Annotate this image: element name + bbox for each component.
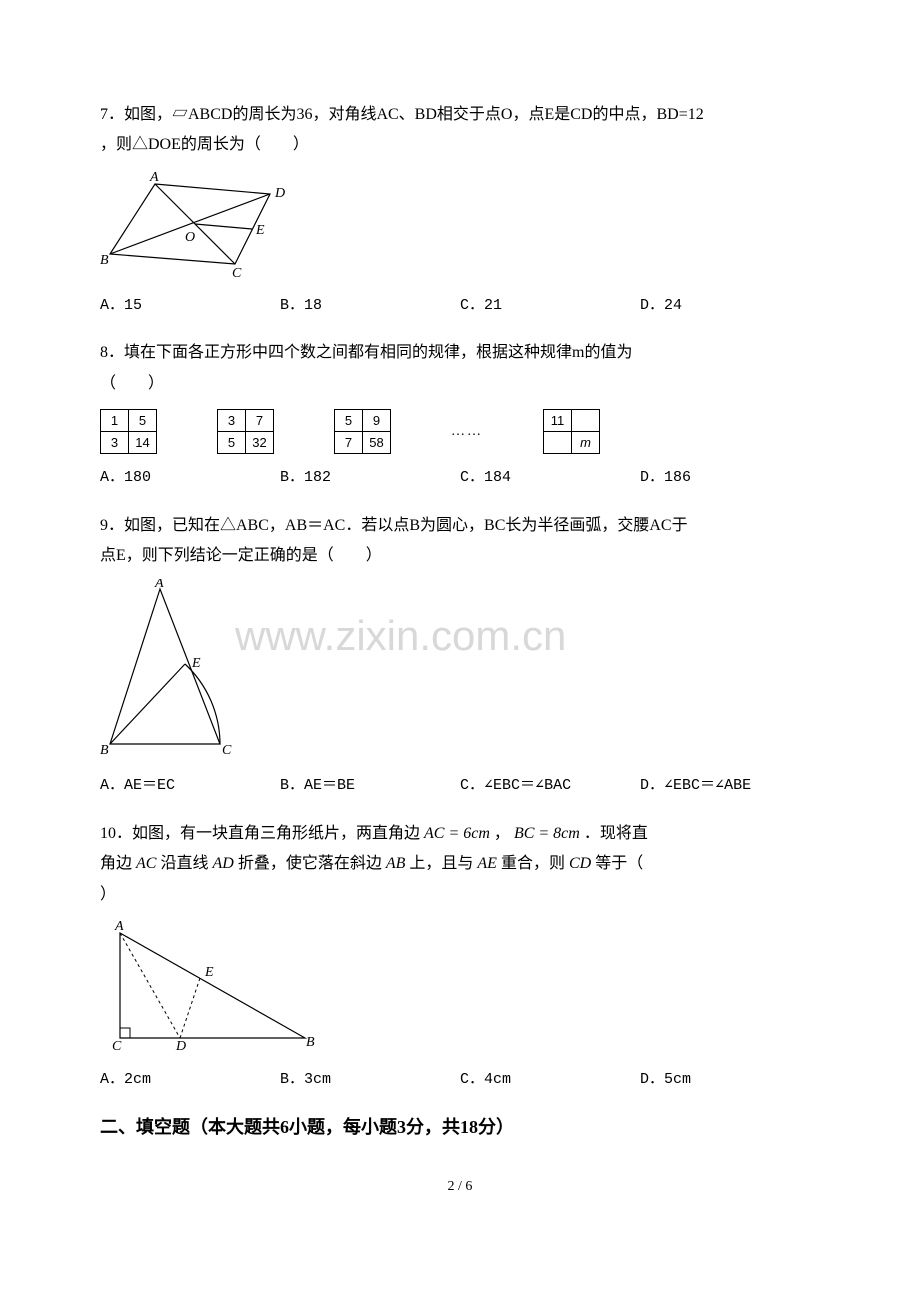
q7-opt-b: B．18 [280, 292, 460, 321]
cell: 3 [101, 432, 129, 454]
cell: 14 [129, 432, 157, 454]
t: 折叠，使它落在斜边 [234, 855, 386, 872]
q9-line2: 点E，则下列结论一定正确的是（ ） [100, 541, 820, 571]
t: 重合，则 [497, 855, 569, 872]
cell: m [572, 432, 600, 454]
q7-label-b: B [100, 253, 109, 268]
t: CD [569, 855, 591, 872]
q8-line2: （ ） [100, 369, 820, 399]
q8-opt-a: A．180 [100, 464, 280, 493]
cell: 5 [335, 410, 363, 432]
t: 10．如图，有一块直角三角形纸片，两直角边 [100, 825, 424, 842]
page-footer: 2 / 6 [100, 1179, 820, 1195]
q10-label-c: C [112, 1039, 122, 1053]
cell: 3 [218, 410, 246, 432]
cell: 32 [246, 432, 274, 454]
q8-patterns: 15314 37532 59758 …… 11m [100, 409, 820, 454]
q10-label-b: B [306, 1035, 315, 1050]
cell: 7 [335, 432, 363, 454]
q8-text1: 8．填在下面各正方形中四个数之间都有相同的规律，根据这种规律m的值为 [100, 344, 632, 361]
q7-label-e: E [255, 223, 265, 238]
t: ， [490, 825, 514, 842]
t: 等于（ [591, 855, 643, 872]
t: AC [136, 855, 156, 872]
q7-figure: A D B C O E [100, 169, 820, 284]
q9-label-a: A [154, 579, 164, 591]
q10-label-d: D [175, 1039, 186, 1053]
q7-opt-d: D．24 [640, 292, 820, 321]
q10-label-a: A [114, 919, 124, 934]
q8-box-2: 37532 [217, 409, 274, 454]
q7-line1: 7．如图，▱ABCD的周长为36，对角线AC、BD相交于点O，点E是CD的中点，… [100, 100, 820, 130]
q10-opt-c: C．4cm [460, 1066, 640, 1095]
t: 上，且与 [405, 855, 477, 872]
cell: 5 [129, 410, 157, 432]
question-8: 8．填在下面各正方形中四个数之间都有相同的规律，根据这种规律m的值为 （ ） 1… [100, 338, 820, 492]
cell: 5 [218, 432, 246, 454]
q9-options: A．AE＝EC B．AE＝BE C．∠EBC＝∠BAC D．∠EBC＝∠ABE [100, 772, 820, 801]
q9-label-b: B [100, 743, 109, 758]
q7-opt-a: A．15 [100, 292, 280, 321]
cell: 11 [544, 410, 572, 432]
q7-label-c: C [232, 266, 242, 279]
q8-opt-d: D．186 [640, 464, 820, 493]
t: 沿直线 [156, 855, 212, 872]
t: BC = 8cm [514, 825, 580, 842]
q7-line2: ，则△DOE的周长为（ ） [100, 130, 820, 160]
t: AC = 6cm [424, 825, 490, 842]
cell: 58 [363, 432, 391, 454]
q8-opt-c: C．184 [460, 464, 640, 493]
cell [572, 410, 600, 432]
q10-opt-d: D．5cm [640, 1066, 820, 1095]
q9-line1: 9．如图，已知在△ABC，AB＝AC．若以点B为圆心，BC长为半径画弧，交腰AC… [100, 511, 820, 541]
q10-opt-b: B．3cm [280, 1066, 460, 1095]
q7-label-a: A [149, 170, 159, 185]
question-7: 7．如图，▱ABCD的周长为36，对角线AC、BD相交于点O，点E是CD的中点，… [100, 100, 820, 320]
q10-line3: ） [100, 880, 820, 910]
q9-opt-c: C．∠EBC＝∠BAC [460, 772, 640, 801]
q10-label-e: E [204, 965, 214, 980]
question-9: 9．如图，已知在△ABC，AB＝AC．若以点B为圆心，BC长为半径画弧，交腰AC… [100, 511, 820, 801]
t: AE [477, 855, 497, 872]
t: ．现将直 [580, 825, 648, 842]
q8-line1: 8．填在下面各正方形中四个数之间都有相同的规律，根据这种规律m的值为 [100, 338, 820, 368]
q9-opt-b: B．AE＝BE [280, 772, 460, 801]
cell: 9 [363, 410, 391, 432]
q9-figure: A B C E [100, 579, 820, 764]
q7-options: A．15 B．18 C．21 D．24 [100, 292, 820, 321]
section-2-heading: 二、填空题（本大题共6小题，每小题3分，共18分） [100, 1113, 820, 1139]
t: AB [386, 855, 406, 872]
q8-opt-b: B．182 [280, 464, 460, 493]
cell: 1 [101, 410, 129, 432]
q10-options: A．2cm B．3cm C．4cm D．5cm [100, 1066, 820, 1095]
q9-label-e: E [191, 656, 201, 671]
q10-line1: 10．如图，有一块直角三角形纸片，两直角边 AC = 6cm ， BC = 8c… [100, 819, 820, 849]
cell: 7 [246, 410, 274, 432]
cell [544, 432, 572, 454]
q8-box-1: 15314 [100, 409, 157, 454]
q10-opt-a: A．2cm [100, 1066, 280, 1095]
q8-box-4: 11m [543, 409, 600, 454]
q8-dots: …… [451, 424, 483, 440]
q9-label-c: C [222, 743, 232, 758]
q8-options: A．180 B．182 C．184 D．186 [100, 464, 820, 493]
q7-label-d: D [274, 186, 285, 201]
q10-line2: 角边 AC 沿直线 AD 折叠，使它落在斜边 AB 上，且与 AE 重合，则 C… [100, 849, 820, 879]
t: AD [212, 855, 233, 872]
question-10: 10．如图，有一块直角三角形纸片，两直角边 AC = 6cm ， BC = 8c… [100, 819, 820, 1095]
q9-opt-d: D．∠EBC＝∠ABE [640, 772, 820, 801]
q10-figure: A C D B E [100, 918, 820, 1058]
q8-box-3: 59758 [334, 409, 391, 454]
t: 角边 [100, 855, 136, 872]
q7-opt-c: C．21 [460, 292, 640, 321]
q9-opt-a: A．AE＝EC [100, 772, 280, 801]
q7-label-o: O [185, 230, 195, 245]
